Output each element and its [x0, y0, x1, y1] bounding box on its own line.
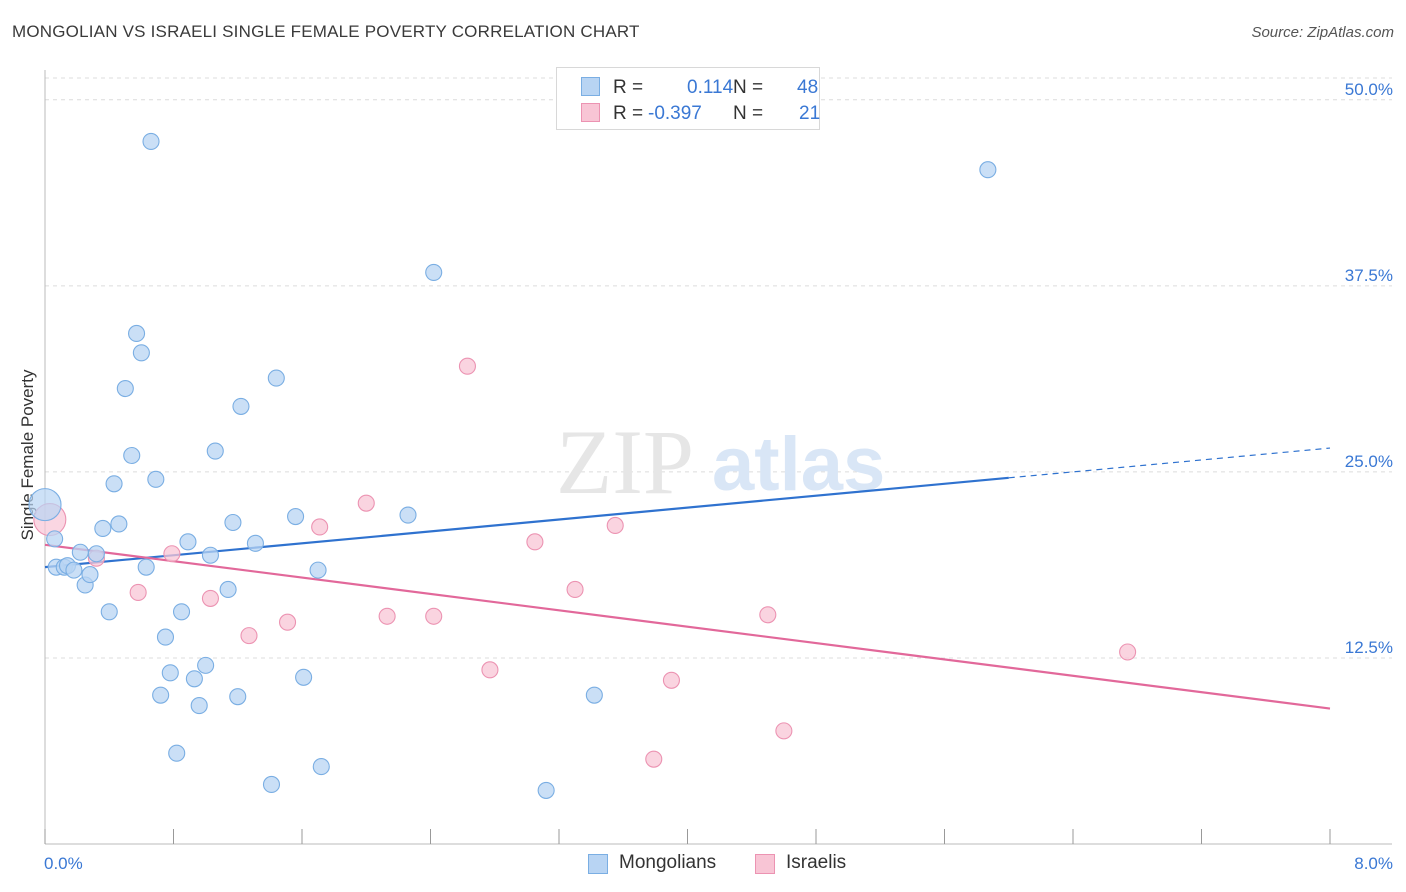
legend-n-label: N = [733, 77, 764, 98]
mongolian-point [219, 580, 237, 599]
israeli-point [759, 606, 777, 624]
mongolian-point [312, 758, 330, 776]
israeli-point [278, 613, 297, 631]
israeli-point [566, 580, 584, 599]
mongolian-point [156, 628, 175, 646]
israeli-point [1119, 643, 1137, 661]
mongolian-point [585, 686, 603, 704]
mongolian-point [168, 744, 186, 762]
mongolian-point [152, 686, 170, 704]
mongolian-point [232, 397, 250, 415]
mongolian-point [425, 263, 443, 281]
mongolian-point [224, 513, 242, 532]
legend-n-value: 21 [799, 103, 821, 124]
legend-label-israelis: Israelis [786, 852, 847, 873]
legend-r-label: R = [613, 103, 644, 124]
israeli-point [606, 516, 624, 535]
mongolian-point [197, 656, 215, 674]
y-tick-label: 37.5% [1345, 266, 1393, 285]
legend-r-value: -0.397 [648, 103, 702, 124]
mongolian-point [262, 775, 281, 794]
points-layer [28, 132, 1137, 799]
x-tick-label: 8.0% [1354, 854, 1393, 873]
mongolian-point [142, 132, 160, 150]
israeli-point [163, 545, 181, 563]
israeli-point [129, 583, 147, 602]
mongolian-point [161, 664, 179, 682]
axes-layer [44, 70, 1392, 845]
mongolian-point [179, 533, 197, 551]
legend-r-label: R = [613, 77, 644, 98]
mongolian-point [267, 369, 285, 387]
mongolian-point [206, 442, 224, 460]
mongolian-point [116, 379, 134, 398]
legend-label-mongolians: Mongolians [619, 852, 717, 873]
israeli-point [775, 722, 793, 740]
legend-swatch-mongolians [588, 854, 608, 874]
mongolian-point [105, 475, 123, 493]
mongolian-point [287, 507, 305, 526]
y-tick-label: 50.0% [1345, 80, 1393, 99]
mongolian-point [246, 534, 264, 552]
mongolian-point [229, 688, 247, 706]
mongolian-point [123, 446, 141, 465]
mongolian-point [110, 515, 128, 533]
israeli-point [378, 607, 396, 625]
israeli-point [425, 607, 443, 625]
mongolian-point [309, 561, 327, 579]
y-tick-label: 12.5% [1345, 638, 1393, 657]
legend-n-label: N = [733, 103, 764, 124]
israeli-point [240, 627, 258, 645]
y-tick-label: 25.0% [1345, 452, 1393, 471]
israeli-point [526, 533, 544, 551]
mongolian-point [137, 558, 155, 576]
mongolian-point [28, 488, 62, 522]
watermark: ZIP atlas [556, 411, 885, 513]
mongolian-trend-line [44, 476, 1009, 569]
israeli-point [662, 671, 680, 689]
israeli-trend-line [44, 543, 1331, 710]
israeli-point [311, 518, 329, 536]
mongolian-trend-extension [1008, 447, 1331, 479]
mongolian-point [100, 603, 118, 621]
mongolian-point [190, 697, 208, 715]
mongolian-point [147, 470, 165, 488]
mongolian-point [185, 670, 203, 688]
legend-r-value: 0.114 [687, 77, 734, 98]
mongolian-point [128, 324, 146, 343]
legend-swatch-mongolians [581, 77, 600, 96]
mongolian-point [295, 668, 313, 686]
mongolian-point [537, 781, 555, 799]
mongolian-point [132, 344, 150, 362]
mongolian-point [94, 519, 112, 537]
israeli-point [645, 750, 663, 768]
mongolian-point [87, 545, 105, 563]
labels-layer: 12.5% 25.0% 37.5% 50.0% 0.0% 8.0% [44, 80, 1393, 873]
israeli-point [458, 357, 476, 375]
mongolian-point [172, 603, 191, 621]
mongolian-point [979, 161, 997, 179]
correlation-legend: R = 0.114 N = 48 R = -0.397 N = 21 [556, 67, 820, 130]
watermark-atlas: atlas [712, 422, 885, 507]
mongolian-point [201, 546, 219, 564]
mongolian-point [71, 543, 89, 561]
chart-title: MONGOLIAN VS ISRAELI SINGLE FEMALE POVER… [12, 22, 640, 41]
mongolian-point [399, 506, 417, 524]
series-legend: Mongolians Israelis [0, 852, 1406, 878]
israeli-point [481, 661, 499, 679]
source-label: Source: ZipAtlas.com [1251, 24, 1394, 41]
legend-swatch-israelis [755, 854, 775, 874]
x-tick-label: 0.0% [44, 854, 83, 873]
israeli-point [201, 589, 219, 607]
watermark-zip: ZIP [556, 411, 694, 513]
mongolian-point [46, 530, 64, 548]
mongolian-point [65, 561, 83, 579]
legend-swatch-israelis [581, 103, 600, 122]
legend-n-value: 48 [797, 77, 819, 98]
mongolian-point [81, 566, 99, 584]
israeli-point [357, 494, 375, 512]
